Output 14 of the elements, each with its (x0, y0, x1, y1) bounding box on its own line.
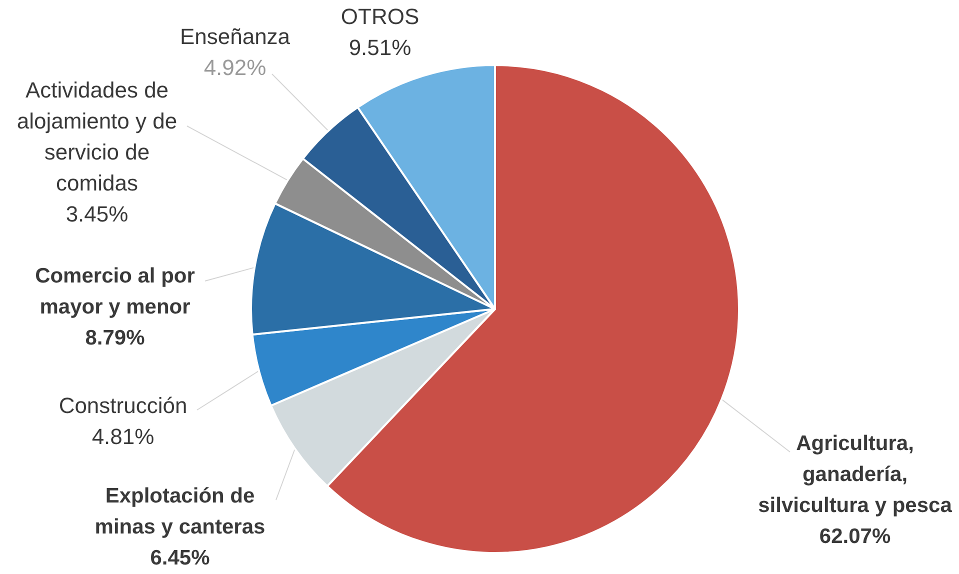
data-label: 62.07% (819, 525, 891, 548)
data-label: 4.92% (204, 55, 266, 80)
data-label: 3.45% (66, 202, 128, 226)
slice-label: Comercio al por mayor y menor (35, 264, 195, 318)
data-label: 8.79% (85, 326, 146, 350)
slice-label: Enseñanza (180, 24, 291, 49)
data-label: 6.45% (150, 546, 210, 570)
slice-label: OTROS (340, 4, 420, 29)
slice-label: Explotación de minas y canteras (94, 484, 266, 538)
data-label: 9.51% (348, 35, 412, 60)
slice-label: Agricultura, ganadería, silvicultura y pesca (758, 432, 952, 517)
data-label: 4.81% (92, 424, 154, 449)
slice-label: Actividades de alojamiento y de servicio de comidas (16, 78, 178, 196)
slice-label: Construcción (58, 393, 188, 418)
